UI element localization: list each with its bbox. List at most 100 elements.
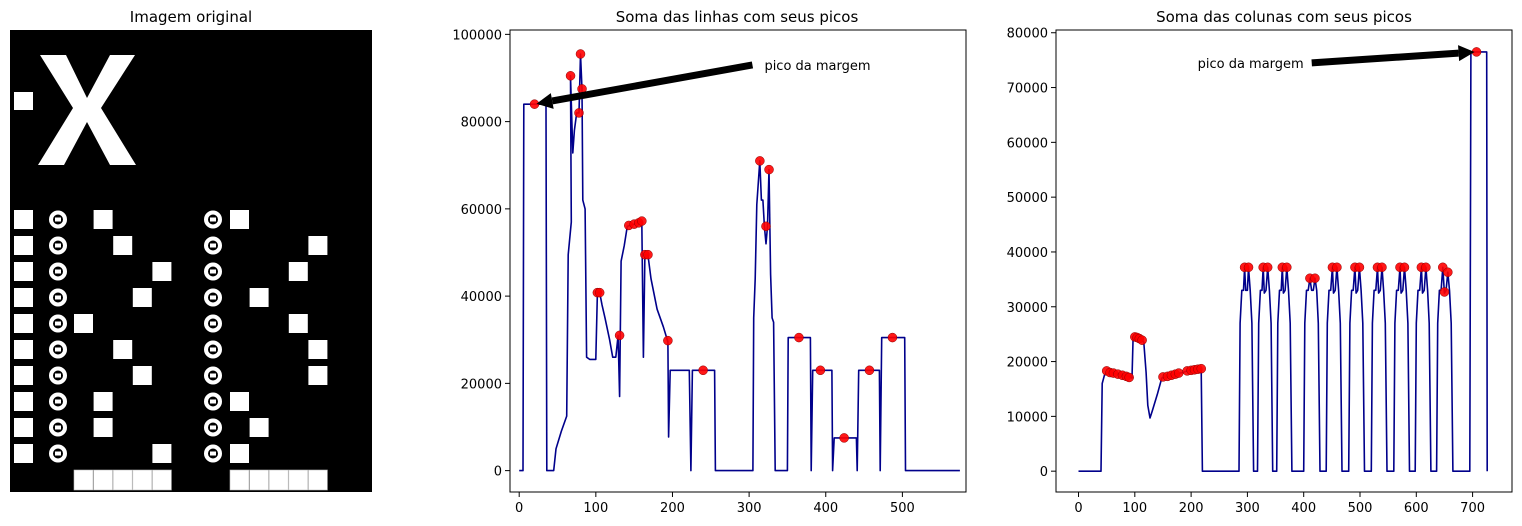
marked-box <box>152 262 172 281</box>
footer-box <box>229 469 250 491</box>
peak-marker <box>1243 262 1254 273</box>
row-marker-square <box>14 314 33 333</box>
annotation-arrow-shaft <box>551 61 754 105</box>
row-marker-square <box>14 236 33 255</box>
marked-box <box>308 340 328 359</box>
rows-panel-title: Soma das linhas com seus picos <box>616 8 859 26</box>
footer-box <box>73 469 94 491</box>
y-tick-label: 60000 <box>1007 136 1048 151</box>
bubble-ring <box>49 236 67 255</box>
marked-box <box>93 392 113 411</box>
annotation-arrow-head <box>536 93 554 109</box>
peak-marker <box>761 221 771 232</box>
bubble-dot <box>55 347 61 352</box>
bubble-dot <box>55 425 61 430</box>
bubble-dot <box>55 295 61 300</box>
x-tick-label: 400 <box>1291 501 1316 516</box>
x-tick-label: 300 <box>1235 501 1260 516</box>
row-marker-square <box>14 262 33 281</box>
cols-axes-frame <box>1055 29 1513 493</box>
marked-box <box>230 444 249 463</box>
y-tick-label: 50000 <box>1007 191 1048 206</box>
bubble-dot <box>55 217 61 222</box>
y-tick-label: 0 <box>494 465 502 480</box>
y-tick-label: 80000 <box>461 116 502 131</box>
bubble-dot <box>210 295 216 300</box>
bubble-dot <box>210 373 216 378</box>
bubble-ring <box>204 314 222 333</box>
peak-marker <box>839 433 849 443</box>
marked-box <box>308 236 328 255</box>
peak-marker <box>864 365 875 376</box>
peak-marker <box>575 49 586 59</box>
bubble-dot <box>210 347 216 352</box>
footer-box <box>93 469 113 491</box>
x-tick-label: 600 <box>1404 501 1429 516</box>
marked-box <box>230 392 249 411</box>
peak-marker <box>1443 267 1453 277</box>
footer-box <box>308 469 328 491</box>
annotation-arrow-shaft <box>1311 49 1459 67</box>
answer-grid <box>14 210 328 491</box>
bubble-dot <box>210 269 216 274</box>
x-tick-label: 200 <box>660 501 685 516</box>
footer-box <box>112 469 133 491</box>
bubble-dot <box>55 321 61 326</box>
image-panel-title: Imagem original <box>130 8 252 26</box>
bubble-ring <box>49 366 67 385</box>
x-tick-label: 500 <box>890 501 915 516</box>
bubble-dot <box>210 217 216 222</box>
peak-marker <box>594 287 605 298</box>
bubble-ring <box>204 340 222 359</box>
x-tick-label: 300 <box>737 501 762 516</box>
x-tick-label: 0 <box>515 501 523 516</box>
peak-marker <box>663 335 673 346</box>
peak-marker <box>1399 262 1410 273</box>
peak-marker <box>1421 262 1431 273</box>
peak-marker <box>815 365 826 376</box>
row-marker-square <box>14 418 33 437</box>
y-tick-label: 100000 <box>452 28 502 43</box>
y-tick-label: 30000 <box>1007 301 1048 316</box>
bubble-ring <box>49 444 67 463</box>
y-tick-label: 70000 <box>1007 82 1048 97</box>
x-tick-label: 100 <box>1122 501 1147 516</box>
x-tick-label: 500 <box>1348 501 1373 516</box>
peak-marker <box>637 216 647 226</box>
row-marker-square <box>14 288 33 307</box>
marked-box <box>93 418 113 437</box>
footer-box <box>152 469 172 491</box>
peak-marker <box>1354 262 1365 273</box>
peak-marker <box>1262 262 1273 273</box>
footer-box <box>268 469 289 491</box>
footer-box <box>249 469 269 491</box>
marker-square <box>14 92 33 110</box>
bubble-ring <box>204 262 222 281</box>
marked-box <box>152 444 172 463</box>
x-tick-label: 0 <box>1074 501 1082 516</box>
peak-marker <box>1173 368 1184 378</box>
peak-marker <box>794 332 804 343</box>
marked-box <box>288 262 308 281</box>
marked-box <box>249 418 269 437</box>
bubble-ring <box>49 210 67 229</box>
footer-box <box>288 469 309 491</box>
marked-box <box>93 210 113 229</box>
marked-box <box>74 314 93 333</box>
peak-marker <box>643 249 653 260</box>
bubble-dot <box>210 451 216 456</box>
peak-marker <box>1124 372 1134 383</box>
bubble-dot <box>55 451 61 456</box>
series-line <box>1078 51 1488 472</box>
y-tick-label: 20000 <box>1007 356 1048 371</box>
bubble-ring <box>204 288 222 307</box>
row-marker-square <box>14 340 33 359</box>
bubble-ring <box>49 392 67 411</box>
annotation-label: pico da margem <box>1198 57 1304 72</box>
bubble-ring <box>49 418 67 437</box>
annotation-arrow-head <box>1458 45 1475 62</box>
peak-marker <box>529 99 540 109</box>
bubble-dot <box>55 399 61 404</box>
bubble-dot <box>55 243 61 248</box>
